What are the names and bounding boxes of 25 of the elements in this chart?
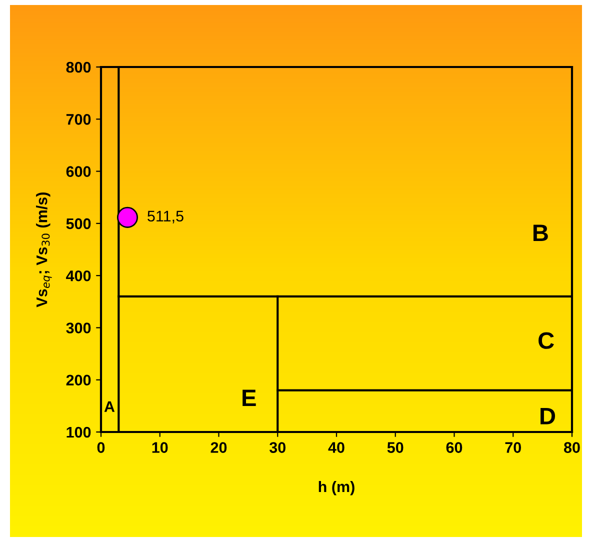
y-tick-label: 700 bbox=[66, 114, 91, 125]
x-tick-label: 10 bbox=[152, 442, 168, 453]
annotation: E bbox=[242, 390, 256, 406]
x-tick-label: 40 bbox=[328, 442, 344, 453]
x-tick-label: 30 bbox=[269, 442, 286, 453]
y-tick-label: 600 bbox=[66, 166, 91, 177]
x-tick-label: 50 bbox=[387, 442, 404, 453]
x-tick-label: 0 bbox=[97, 442, 105, 453]
annotation: D bbox=[540, 408, 556, 424]
x-tick-label: 80 bbox=[564, 442, 580, 453]
data-label: 511,5 bbox=[148, 210, 184, 224]
annotation: A bbox=[104, 401, 115, 412]
y-axis-title: Vs$_{eq}$; Vs$_{30}$ (m/s) bbox=[36, 192, 52, 308]
y-tick-label: 500 bbox=[66, 218, 91, 230]
y-tick-label: 100 bbox=[66, 426, 91, 438]
x-tick-label: 20 bbox=[210, 442, 227, 453]
y-tick-label: 800 bbox=[66, 62, 91, 73]
annotation: C bbox=[538, 332, 554, 349]
x-tick-label: 70 bbox=[505, 442, 521, 453]
x-axis-title: h (m) bbox=[318, 480, 354, 496]
x-tick-label: 60 bbox=[446, 442, 462, 453]
annotation: B bbox=[533, 224, 548, 242]
y-tick-label: 300 bbox=[66, 322, 91, 334]
y-tick-label: 400 bbox=[66, 270, 91, 282]
y-tick-label: 200 bbox=[66, 374, 91, 386]
